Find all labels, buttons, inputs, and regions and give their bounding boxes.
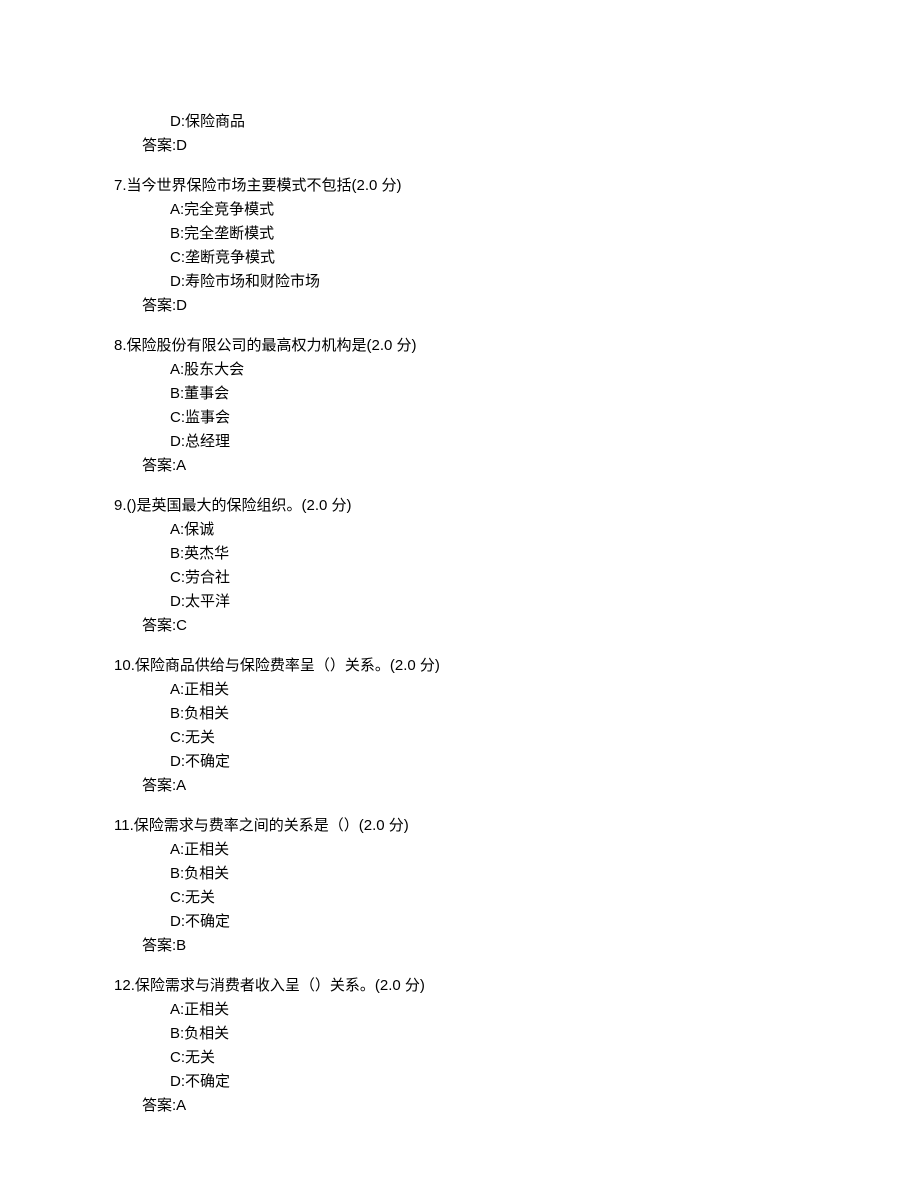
answer-label: 答案:A: [114, 454, 920, 475]
options-list: A:正相关 B:负相关 C:无关 D:不确定: [114, 678, 920, 771]
question-text: 10.保险商品供给与保险费率呈（）关系。(2.0 分): [114, 654, 920, 675]
option-b: B:负相关: [170, 702, 920, 723]
question-points: (2.0 分): [302, 497, 352, 514]
options-list: A:完全竞争模式 B:完全垄断模式 C:垄断竞争模式 D:寿险市场和财险市场: [114, 198, 920, 291]
option-b: B:英杰华: [170, 542, 920, 563]
question-number: 11: [114, 817, 130, 834]
question-text: 11.保险需求与费率之间的关系是（）(2.0 分): [114, 814, 920, 835]
option-c: C:无关: [170, 886, 920, 907]
options-list: A:正相关 B:负相关 C:无关 D:不确定: [114, 998, 920, 1091]
options-list: A:股东大会 B:董事会 C:监事会 D:总经理: [114, 358, 920, 451]
option-b: B:负相关: [170, 1022, 920, 1043]
orphan-option-d: D:保险商品: [114, 110, 920, 131]
question-10: 10.保险商品供给与保险费率呈（）关系。(2.0 分) A:正相关 B:负相关 …: [114, 654, 920, 795]
option-c: C:监事会: [170, 406, 920, 427]
options-list: A:正相关 B:负相关 C:无关 D:不确定: [114, 838, 920, 931]
option-c: C:无关: [170, 1046, 920, 1067]
question-points: (2.0 分): [375, 977, 425, 994]
question-7: 7.当今世界保险市场主要模式不包括(2.0 分) A:完全竞争模式 B:完全垄断…: [114, 174, 920, 315]
option-d: D:太平洋: [170, 590, 920, 611]
question-9: 9.()是英国最大的保险组织。(2.0 分) A:保诚 B:英杰华 C:劳合社 …: [114, 494, 920, 635]
answer-label: 答案:B: [114, 934, 920, 955]
option-a: A:完全竞争模式: [170, 198, 920, 219]
question-points: (2.0 分): [359, 817, 409, 834]
option-b: B:完全垄断模式: [170, 222, 920, 243]
question-stem: .()是英国最大的保险组织。: [122, 497, 301, 514]
question-stem: .保险需求与费率之间的关系是（）: [130, 817, 359, 834]
option-a: A:股东大会: [170, 358, 920, 379]
question-12: 12.保险需求与消费者收入呈（）关系。(2.0 分) A:正相关 B:负相关 C…: [114, 974, 920, 1115]
option-a: A:正相关: [170, 678, 920, 699]
answer-label: 答案:A: [114, 1094, 920, 1115]
question-text: 7.当今世界保险市场主要模式不包括(2.0 分): [114, 174, 920, 195]
option-b: B:负相关: [170, 862, 920, 883]
question-points: (2.0 分): [352, 177, 402, 194]
question-points: (2.0 分): [390, 657, 440, 674]
option-d: D:寿险市场和财险市场: [170, 270, 920, 291]
answer-label: 答案:D: [114, 294, 920, 315]
option-a: A:正相关: [170, 998, 920, 1019]
question-11: 11.保险需求与费率之间的关系是（）(2.0 分) A:正相关 B:负相关 C:…: [114, 814, 920, 955]
option-c: C:无关: [170, 726, 920, 747]
document-content: D:保险商品 答案:D 7.当今世界保险市场主要模式不包括(2.0 分) A:完…: [0, 110, 920, 1115]
question-stem: .保险需求与消费者收入呈（）关系。: [131, 977, 375, 994]
options-list: A:保诚 B:英杰华 C:劳合社 D:太平洋: [114, 518, 920, 611]
option-b: B:董事会: [170, 382, 920, 403]
question-points: (2.0 分): [367, 337, 417, 354]
question-stem: .保险商品供给与保险费率呈（）关系。: [131, 657, 390, 674]
option-d: D:总经理: [170, 430, 920, 451]
question-stem: .当今世界保险市场主要模式不包括: [122, 177, 351, 194]
answer-label: 答案:C: [114, 614, 920, 635]
option-c: C:垄断竞争模式: [170, 246, 920, 267]
option-d: D:不确定: [170, 1070, 920, 1091]
question-text: 12.保险需求与消费者收入呈（）关系。(2.0 分): [114, 974, 920, 995]
option-a: A:保诚: [170, 518, 920, 539]
question-8: 8.保险股份有限公司的最高权力机构是(2.0 分) A:股东大会 B:董事会 C…: [114, 334, 920, 475]
question-stem: .保险股份有限公司的最高权力机构是: [122, 337, 366, 354]
orphan-answer: 答案:D: [114, 134, 920, 155]
option-d: D:不确定: [170, 750, 920, 771]
question-number: 12: [114, 977, 131, 994]
option-a: A:正相关: [170, 838, 920, 859]
question-text: 8.保险股份有限公司的最高权力机构是(2.0 分): [114, 334, 920, 355]
option-d: D:不确定: [170, 910, 920, 931]
question-number: 10: [114, 657, 131, 674]
question-text: 9.()是英国最大的保险组织。(2.0 分): [114, 494, 920, 515]
answer-label: 答案:A: [114, 774, 920, 795]
option-c: C:劳合社: [170, 566, 920, 587]
